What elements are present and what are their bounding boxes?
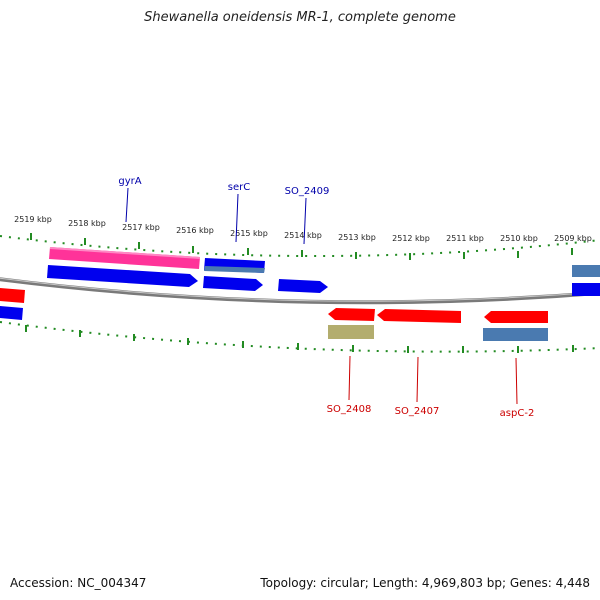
reverse-strand-features[interactable] bbox=[0, 288, 548, 341]
gene-feature-gyrA[interactable] bbox=[47, 265, 198, 287]
scale-label: 2511 kbp bbox=[446, 234, 484, 243]
genome-backbone-highlight bbox=[0, 277, 600, 302]
gene-labels-top: gyrA serC SO_2409 bbox=[118, 176, 330, 245]
gene-feature-olive[interactable] bbox=[328, 325, 374, 339]
gene-labels-bottom: SO_2408 SO_2407 aspC-2 bbox=[327, 355, 535, 419]
scale-label: 2519 kbp bbox=[14, 215, 52, 224]
scale-label: 2512 kbp bbox=[392, 234, 430, 243]
gene-feature-SO_2408[interactable] bbox=[328, 308, 375, 321]
gene-feature-steel-right[interactable] bbox=[572, 265, 600, 277]
gene-feature-SO_2409[interactable] bbox=[278, 279, 328, 293]
scale-label: 2514 kbp bbox=[284, 231, 322, 240]
scale-labels: 2519 kbp 2518 kbp 2517 kbp 2516 kbp 2515… bbox=[14, 215, 592, 243]
gene-feature-reverse-left[interactable] bbox=[0, 288, 25, 303]
scale-label: 2518 kbp bbox=[68, 219, 106, 228]
scale-label: 2510 kbp bbox=[500, 234, 538, 243]
top-major-ticks bbox=[30, 233, 573, 260]
gene-label-SO_2407[interactable]: SO_2407 bbox=[395, 406, 440, 417]
bottom-major-ticks bbox=[25, 325, 574, 353]
gene-feature-forward-left[interactable] bbox=[0, 306, 23, 320]
gene-feature-steel-bottom[interactable] bbox=[483, 328, 548, 341]
gene-label-aspC-2[interactable]: aspC-2 bbox=[500, 408, 535, 419]
scale-label: 2517 kbp bbox=[122, 223, 160, 232]
gene-feature-forward[interactable] bbox=[203, 276, 263, 291]
accession-info: Accession: NC_004347 bbox=[10, 576, 147, 590]
gene-feature-serC-shade bbox=[204, 266, 265, 273]
scale-label: 2513 kbp bbox=[338, 233, 376, 242]
gene-feature-pink[interactable] bbox=[49, 247, 200, 269]
topology-info: Topology: circular; Length: 4,969,803 bp… bbox=[260, 576, 590, 590]
forward-strand-features[interactable] bbox=[47, 247, 600, 296]
scale-label: 2509 kbp bbox=[554, 234, 592, 243]
gene-label-SO_2408[interactable]: SO_2408 bbox=[327, 404, 372, 415]
gene-label-serC[interactable]: serC bbox=[228, 182, 250, 193]
gene-feature-pink-shade bbox=[50, 247, 200, 259]
gene-label-SO_2409[interactable]: SO_2409 bbox=[285, 186, 330, 197]
scale-label: 2515 kbp bbox=[230, 229, 268, 238]
gene-feature-forward-right[interactable] bbox=[572, 283, 600, 296]
gene-label-gyrA[interactable]: gyrA bbox=[118, 176, 141, 187]
map-title: Shewanella oneidensis MR-1, complete gen… bbox=[144, 10, 456, 25]
genome-backbone bbox=[0, 277, 600, 305]
gene-feature-SO_2407[interactable] bbox=[377, 309, 461, 323]
scale-label: 2516 kbp bbox=[176, 226, 214, 235]
gene-feature-aspC-2[interactable] bbox=[484, 311, 548, 323]
